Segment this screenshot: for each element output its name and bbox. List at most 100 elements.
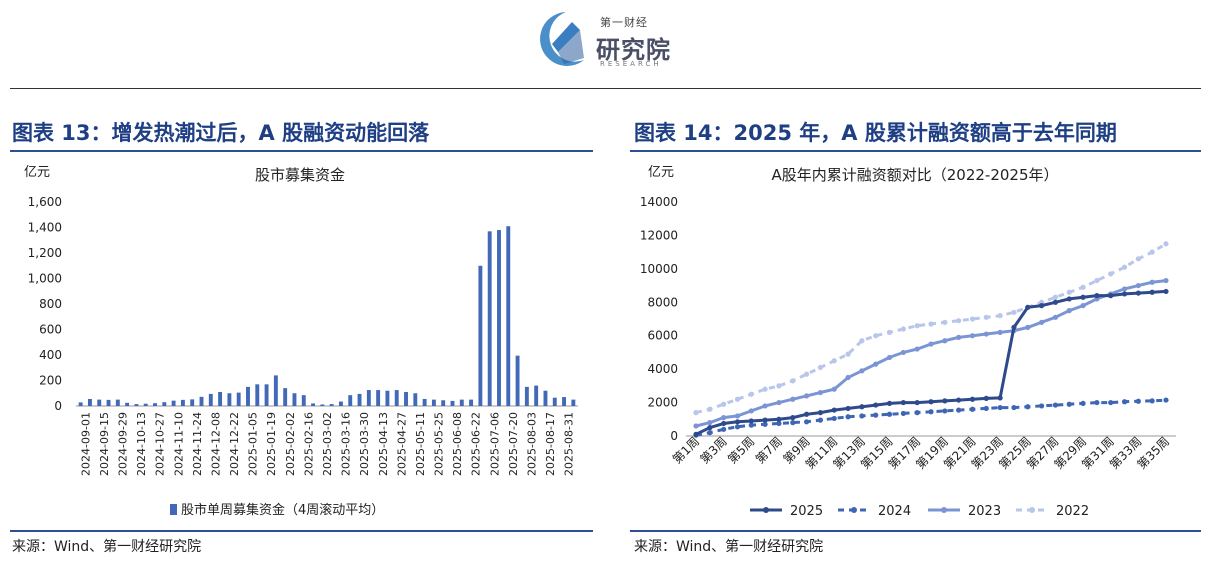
series-point-2022 bbox=[1080, 284, 1086, 290]
bar bbox=[283, 388, 288, 406]
bar bbox=[487, 231, 492, 406]
bar bbox=[199, 396, 204, 406]
series-point-2025 bbox=[956, 397, 962, 403]
bar bbox=[134, 404, 139, 406]
series-point-2025 bbox=[997, 395, 1003, 401]
x-tick-label: 第3周 bbox=[697, 434, 729, 466]
bar bbox=[171, 400, 176, 406]
series-point-2022 bbox=[707, 406, 713, 412]
series-point-2022 bbox=[1135, 256, 1141, 262]
series-point-2022 bbox=[997, 313, 1003, 319]
series-point-2025 bbox=[734, 419, 741, 425]
series-point-2024 bbox=[748, 422, 754, 428]
x-tick-label: 2025-03-30 bbox=[358, 412, 371, 476]
series-point-2024 bbox=[1121, 399, 1128, 405]
series-point-2024 bbox=[997, 404, 1003, 411]
series-point-2022 bbox=[928, 321, 934, 327]
series-point-2023 bbox=[1149, 279, 1155, 285]
series-point-2024 bbox=[1149, 398, 1155, 404]
series-point-2024 bbox=[1094, 399, 1100, 406]
bar bbox=[180, 399, 185, 406]
series-point-2023 bbox=[1025, 324, 1031, 330]
series-point-2022 bbox=[914, 323, 920, 329]
series-point-2023 bbox=[900, 349, 906, 356]
bar bbox=[190, 399, 195, 406]
series-point-2025 bbox=[776, 416, 782, 422]
series-point-2025 bbox=[1025, 304, 1031, 310]
series-point-2024 bbox=[721, 426, 727, 432]
x-tick-label: 2025-08-17 bbox=[544, 412, 557, 476]
series-point-2025 bbox=[1038, 303, 1045, 309]
x-tick-label: 2025-03-16 bbox=[340, 412, 353, 476]
legend-swatch bbox=[170, 504, 177, 515]
x-tick-label: 2024-11-24 bbox=[191, 412, 204, 476]
series-point-2024 bbox=[817, 417, 824, 423]
series-point-2024 bbox=[1163, 397, 1169, 403]
series-point-2025 bbox=[886, 400, 893, 407]
series-point-2022 bbox=[1066, 289, 1072, 295]
y-tick-label: 14000 bbox=[640, 195, 678, 209]
series-point-2025 bbox=[845, 405, 851, 412]
bar bbox=[311, 403, 316, 406]
series-point-2023 bbox=[956, 334, 962, 340]
series-point-2023 bbox=[693, 423, 699, 429]
y-tick-label: 8000 bbox=[647, 295, 678, 309]
y-tick-label: 1,400 bbox=[28, 221, 62, 235]
header-divider bbox=[10, 88, 1201, 89]
y-tick-label: 600 bbox=[39, 323, 62, 337]
series-point-2025 bbox=[900, 399, 906, 406]
series-point-2023 bbox=[776, 399, 782, 406]
series-point-2025 bbox=[1066, 296, 1072, 302]
bar bbox=[515, 355, 520, 406]
series-point-2023 bbox=[1080, 303, 1086, 309]
bar bbox=[543, 390, 548, 406]
y-tick-label: 0 bbox=[54, 399, 62, 413]
bar bbox=[106, 399, 111, 406]
y-axis-unit: 亿元 bbox=[648, 165, 674, 180]
x-tick-label: 2024-09-15 bbox=[98, 412, 111, 476]
series-point-2024 bbox=[1080, 400, 1086, 407]
series-point-2022 bbox=[969, 316, 976, 322]
bar bbox=[97, 399, 102, 406]
series-point-2023 bbox=[817, 389, 824, 396]
series-point-2024 bbox=[845, 414, 851, 420]
x-tick-label: 2025-05-25 bbox=[433, 412, 446, 476]
series-point-2023 bbox=[762, 403, 768, 409]
series-point-2022 bbox=[942, 319, 948, 325]
series-point-2025 bbox=[983, 395, 989, 401]
series-point-2022 bbox=[1052, 294, 1059, 300]
bar bbox=[78, 402, 83, 406]
bar bbox=[143, 403, 148, 406]
bar bbox=[478, 265, 483, 406]
series-point-2022 bbox=[1094, 277, 1100, 284]
series-point-2023 bbox=[997, 329, 1003, 335]
x-tick-label: 2025-08-31 bbox=[563, 412, 576, 476]
series-point-2023 bbox=[1052, 314, 1059, 320]
series-point-2025 bbox=[790, 415, 796, 421]
title-divider-right bbox=[630, 150, 1201, 152]
bar bbox=[506, 226, 511, 406]
series-point-2022 bbox=[1011, 309, 1017, 315]
series-point-2024 bbox=[776, 420, 782, 427]
series-point-2023 bbox=[928, 341, 934, 347]
x-tick-label: 第5周 bbox=[725, 434, 757, 466]
series-point-2023 bbox=[1066, 308, 1072, 314]
x-tick-label: 2025-05-11 bbox=[414, 412, 427, 476]
series-point-2024 bbox=[762, 421, 768, 427]
logo-text-en: RESEARCH bbox=[600, 60, 662, 68]
y-tick-label: 800 bbox=[39, 297, 62, 311]
series-point-2024 bbox=[1011, 404, 1017, 411]
bar bbox=[431, 399, 436, 406]
series-point-2024 bbox=[1038, 403, 1045, 409]
series-point-2025 bbox=[1080, 294, 1086, 300]
bar bbox=[450, 400, 455, 406]
series-point-2023 bbox=[859, 368, 865, 374]
legend-label-2023: 2023 bbox=[968, 504, 1001, 519]
y-tick-label: 1,600 bbox=[28, 195, 62, 209]
series-point-2024 bbox=[969, 406, 976, 412]
series-point-2022 bbox=[956, 318, 962, 324]
x-tick-label: 2025-04-13 bbox=[377, 412, 390, 476]
legend-label-2024: 2024 bbox=[878, 504, 911, 519]
series-point-2022 bbox=[845, 351, 851, 357]
x-tick-label: 2025-06-08 bbox=[451, 412, 464, 476]
